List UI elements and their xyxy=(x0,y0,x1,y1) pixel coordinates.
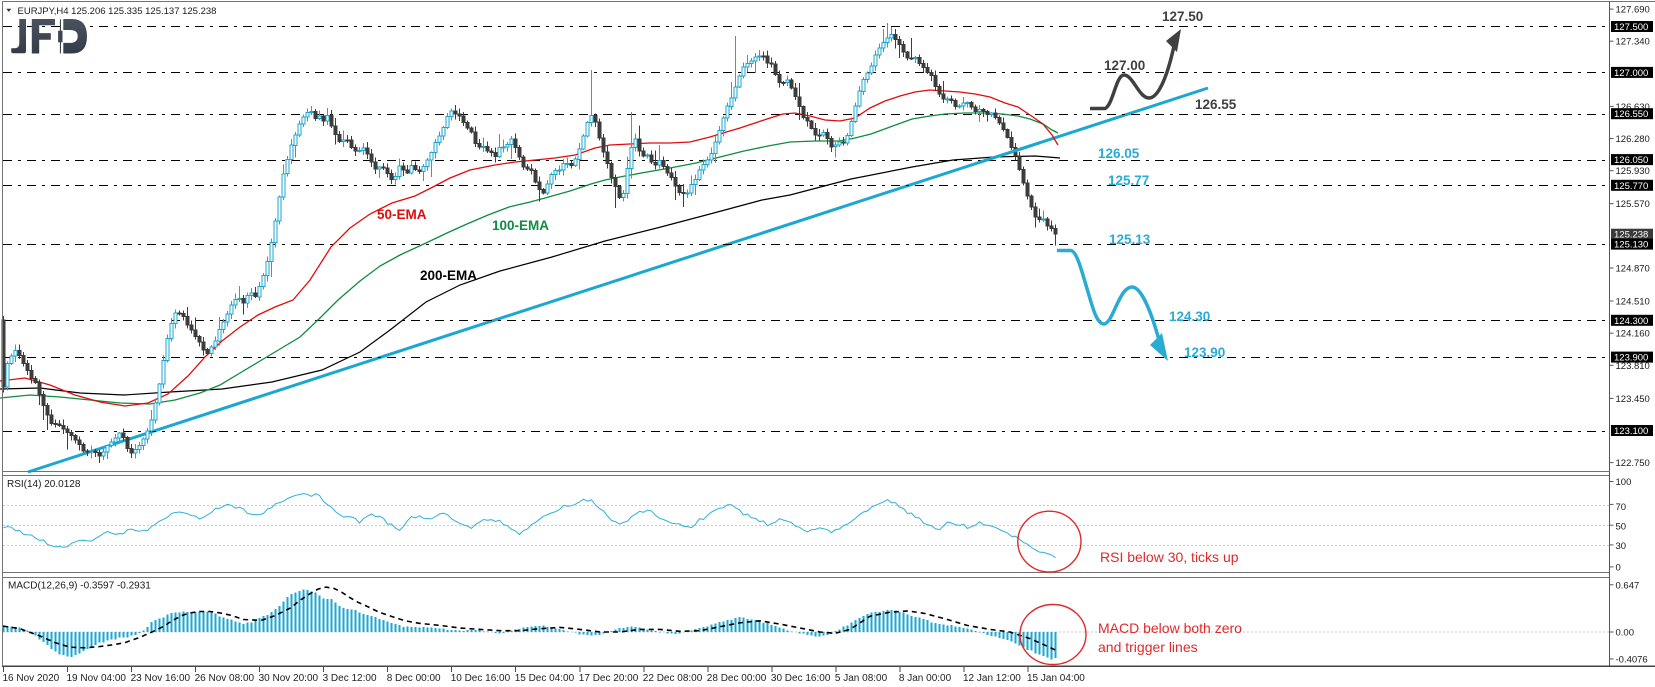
svg-text:127.000: 127.000 xyxy=(1614,68,1648,79)
svg-text:127.50: 127.50 xyxy=(1162,9,1203,24)
svg-text:30: 30 xyxy=(1616,541,1627,552)
svg-text:50-EMA: 50-EMA xyxy=(377,207,427,222)
svg-text:8 Jan 00:00: 8 Jan 00:00 xyxy=(899,673,952,684)
svg-text:17 Dec 20:00: 17 Dec 20:00 xyxy=(579,673,639,684)
svg-text:124.160: 124.160 xyxy=(1616,329,1650,340)
svg-text:123.810: 123.810 xyxy=(1616,361,1650,372)
svg-text:5 Jan 08:00: 5 Jan 08:00 xyxy=(835,673,888,684)
svg-text:0.647: 0.647 xyxy=(1616,580,1640,591)
svg-text:19 Nov 04:00: 19 Nov 04:00 xyxy=(67,673,127,684)
svg-text:EURJPY,H4 125.206 125.335 125: EURJPY,H4 125.206 125.335 125.137 125.23… xyxy=(18,6,217,17)
svg-text:100: 100 xyxy=(1616,477,1632,488)
svg-text:126.050: 126.050 xyxy=(1614,155,1648,166)
svg-text:200-EMA: 200-EMA xyxy=(420,268,477,283)
svg-text:125.130: 125.130 xyxy=(1614,240,1648,251)
svg-text:125.770: 125.770 xyxy=(1614,181,1648,192)
svg-text:127.00: 127.00 xyxy=(1104,58,1145,73)
svg-text:126.630: 126.630 xyxy=(1616,102,1650,113)
svg-text:15 Jan 04:00: 15 Jan 04:00 xyxy=(1027,673,1085,684)
svg-text:MACD(12,26,9) -0.3597 -0.2931: MACD(12,26,9) -0.3597 -0.2931 xyxy=(8,581,151,592)
svg-text:MACD below both zero: MACD below both zero xyxy=(1098,620,1242,636)
svg-text:RSI(14) 20.0128: RSI(14) 20.0128 xyxy=(7,479,81,490)
svg-text:124.510: 124.510 xyxy=(1616,297,1650,308)
svg-text:126.280: 126.280 xyxy=(1616,134,1650,145)
svg-text:124.30: 124.30 xyxy=(1169,309,1210,324)
svg-text:10 Dec 16:00: 10 Dec 16:00 xyxy=(451,673,511,684)
svg-text:100-EMA: 100-EMA xyxy=(492,218,549,233)
svg-text:30 Dec 16:00: 30 Dec 16:00 xyxy=(771,673,831,684)
svg-text:0: 0 xyxy=(1616,562,1621,573)
svg-text:16 Nov 2020: 16 Nov 2020 xyxy=(3,673,60,684)
svg-text:12 Jan 12:00: 12 Jan 12:00 xyxy=(963,673,1021,684)
svg-text:124.300: 124.300 xyxy=(1614,316,1648,327)
svg-text:125.238: 125.238 xyxy=(1614,230,1648,241)
svg-text:125.570: 125.570 xyxy=(1616,199,1650,210)
svg-text:3 Dec 12:00: 3 Dec 12:00 xyxy=(323,673,377,684)
svg-text:126.550: 126.550 xyxy=(1614,109,1648,120)
svg-text:125.13: 125.13 xyxy=(1109,232,1151,247)
svg-text:and trigger lines: and trigger lines xyxy=(1098,639,1198,655)
svg-text:50: 50 xyxy=(1616,522,1627,533)
svg-text:28 Dec 00:00: 28 Dec 00:00 xyxy=(707,673,767,684)
svg-text:70: 70 xyxy=(1616,502,1627,513)
svg-text:127.340: 127.340 xyxy=(1616,37,1650,48)
svg-text:123.90: 123.90 xyxy=(1184,345,1225,360)
svg-text:126.55: 126.55 xyxy=(1195,97,1237,112)
svg-text:22 Dec 08:00: 22 Dec 08:00 xyxy=(643,673,703,684)
svg-text:124.870: 124.870 xyxy=(1616,264,1650,275)
svg-text:26 Nov 08:00: 26 Nov 08:00 xyxy=(195,673,255,684)
svg-text:127.500: 127.500 xyxy=(1614,22,1648,33)
svg-text:123.900: 123.900 xyxy=(1614,353,1648,364)
svg-text:122.750: 122.750 xyxy=(1616,458,1650,469)
svg-text:123.100: 123.100 xyxy=(1614,426,1648,437)
svg-text:RSI below 30, ticks up: RSI below 30, ticks up xyxy=(1100,549,1239,565)
svg-text:123.450: 123.450 xyxy=(1616,394,1650,405)
svg-text:-0.4076: -0.4076 xyxy=(1616,654,1648,665)
svg-text:30 Nov 20:00: 30 Nov 20:00 xyxy=(259,673,319,684)
svg-text:15 Dec 04:00: 15 Dec 04:00 xyxy=(515,673,575,684)
svg-text:8 Dec 00:00: 8 Dec 00:00 xyxy=(387,673,441,684)
svg-text:126.05: 126.05 xyxy=(1098,146,1140,161)
svg-text:0.00: 0.00 xyxy=(1616,628,1635,639)
svg-text:23 Nov 16:00: 23 Nov 16:00 xyxy=(131,673,191,684)
svg-text:127.690: 127.690 xyxy=(1616,5,1650,16)
svg-text:125.77: 125.77 xyxy=(1108,173,1149,188)
svg-text:125.930: 125.930 xyxy=(1616,166,1650,177)
